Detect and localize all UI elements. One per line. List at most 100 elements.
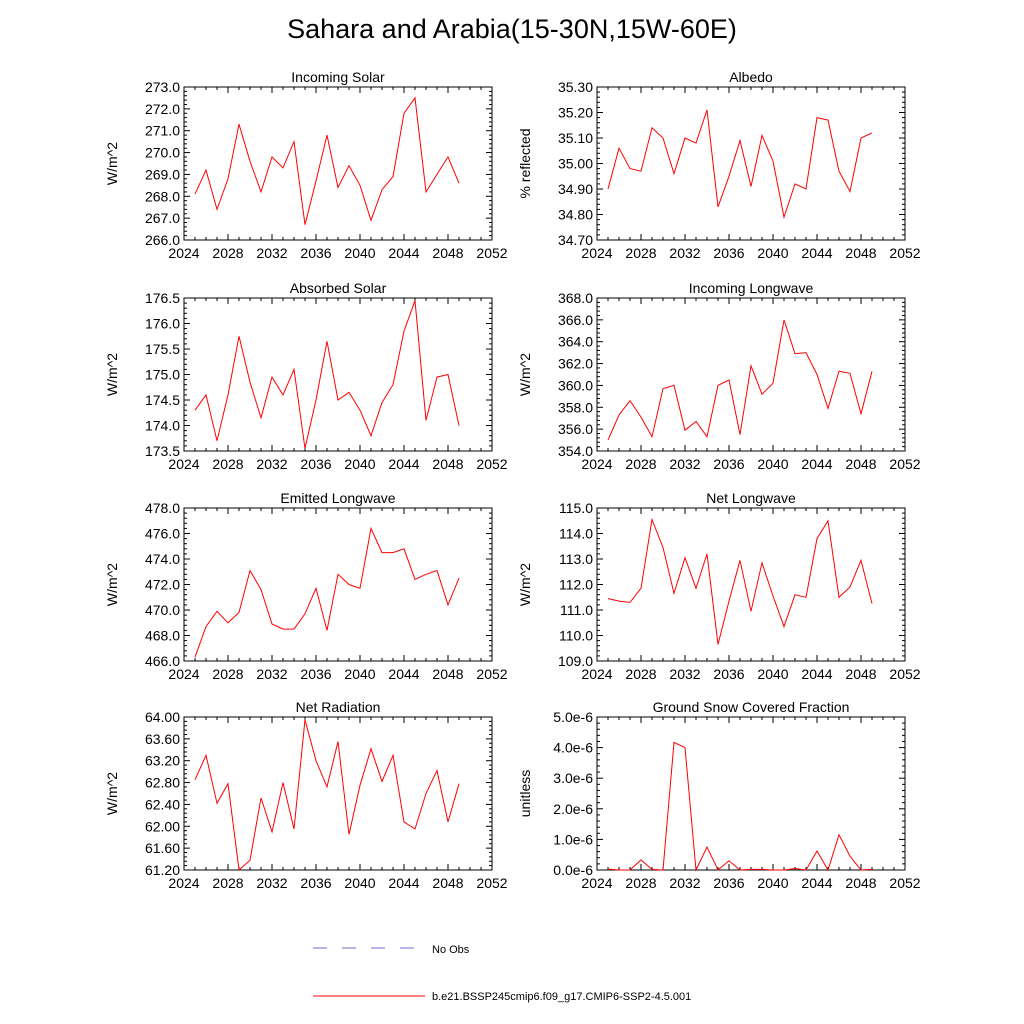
- chart-title: Net Longwave: [706, 490, 796, 506]
- y-tick-label: 360.0: [558, 377, 593, 393]
- x-tick-label: 2052: [889, 456, 920, 472]
- y-axis-label: unitless: [517, 770, 533, 817]
- chart-panel-incoming-solar: Incoming Solar W/m^2 2024 2028 2032 2036 2040 2…: [104, 69, 508, 261]
- x-tick-label: 2032: [669, 245, 700, 261]
- series-line-incoming-solar: [194, 96, 460, 225]
- x-tick-label: 2036: [713, 456, 744, 472]
- x-tick-label: 2048: [845, 245, 876, 261]
- chart-panel-net-longwave: Net Longwave W/m^2 2024 2028 2032 2036 2040 204…: [517, 490, 921, 682]
- y-axis-label: W/m^2: [104, 353, 120, 396]
- x-tick-label: 2040: [344, 456, 375, 472]
- y-tick-label: 175.0: [145, 367, 180, 383]
- series-line-net-radiation: [194, 719, 460, 872]
- plot-frame: [183, 86, 493, 241]
- x-tick-label: 2036: [300, 875, 331, 891]
- plot-frame: [183, 716, 493, 871]
- y-tick-label: 4.0e-6: [553, 740, 593, 756]
- x-tick-label: 2024: [168, 456, 199, 472]
- x-tick-label: 2028: [212, 875, 243, 891]
- y-tick-label: 115.0: [559, 500, 593, 516]
- y-tick-label: 174.0: [145, 418, 180, 434]
- y-tick-label: 35.20: [558, 105, 593, 121]
- y-tick-label: 35.30: [558, 79, 593, 95]
- series-line-incoming-longwave: [607, 319, 873, 441]
- y-tick-label: 364.0: [558, 334, 593, 350]
- x-tick-label: 2040: [757, 245, 788, 261]
- y-tick-label: 354.0: [558, 443, 593, 459]
- y-tick-label: 468.0: [145, 628, 180, 644]
- y-tick-label: 270.0: [145, 145, 180, 161]
- x-tick-label: 2024: [168, 245, 199, 261]
- y-tick-label: 271.0: [145, 123, 180, 139]
- chart-title: Emitted Longwave: [280, 490, 395, 506]
- x-tick-label: 2048: [845, 666, 876, 682]
- x-tick-label: 2028: [212, 666, 243, 682]
- x-tick-label: 2032: [256, 245, 287, 261]
- chart-panel-net-radiation: Net Radiation W/m^2 2024 2028 2032 2036 2040 20…: [104, 699, 508, 891]
- x-tick-label: 2032: [669, 875, 700, 891]
- y-tick-label: 62.40: [145, 796, 180, 812]
- x-tick-label: 2036: [300, 666, 331, 682]
- y-tick-label: 368.0: [558, 290, 593, 306]
- series-line-albedo: [607, 109, 873, 220]
- x-tick-label: 2044: [388, 666, 419, 682]
- chart-panel-emitted-longwave: Emitted Longwave W/m^2 2024 2028 2032 2036 204…: [104, 490, 508, 682]
- x-tick-label: 2032: [256, 456, 287, 472]
- x-tick-label: 2036: [713, 875, 744, 891]
- y-tick-label: 35.10: [558, 130, 593, 146]
- y-tick-label: 1.0e-6: [553, 831, 593, 847]
- series-line-ground-snow-covered-fraction: [607, 741, 873, 872]
- x-tick-label: 2032: [669, 456, 700, 472]
- y-tick-label: 476.0: [145, 526, 180, 542]
- y-tick-label: 0.0e-6: [553, 862, 593, 878]
- y-tick-label: 111.0: [560, 602, 593, 618]
- x-tick-label: 2044: [388, 245, 419, 261]
- y-tick-label: 470.0: [145, 602, 180, 618]
- x-tick-label: 2044: [801, 875, 832, 891]
- x-tick-label: 2024: [581, 245, 612, 261]
- chart-title: Net Radiation: [296, 699, 381, 715]
- x-tick-label: 2044: [801, 666, 832, 682]
- y-axis-label: W/m^2: [104, 142, 120, 185]
- x-tick-label: 2036: [713, 245, 744, 261]
- x-tick-label: 2036: [713, 666, 744, 682]
- chart-title: Incoming Solar: [291, 69, 385, 85]
- y-axis-label: W/m^2: [104, 563, 120, 606]
- y-tick-label: 64.00: [145, 709, 180, 725]
- y-axis-label: W/m^2: [517, 563, 533, 606]
- chart-title: Incoming Longwave: [689, 280, 814, 296]
- y-tick-label: 356.0: [558, 421, 593, 437]
- y-axis-label: % reflected: [517, 128, 533, 198]
- x-tick-label: 2028: [625, 666, 656, 682]
- y-tick-label: 478.0: [145, 500, 180, 516]
- y-axis-label: W/m^2: [517, 353, 533, 396]
- series-line-net-longwave: [607, 517, 873, 645]
- y-tick-label: 110.0: [559, 628, 593, 644]
- x-tick-label: 2024: [581, 456, 612, 472]
- y-tick-label: 174.5: [145, 392, 180, 408]
- x-tick-label: 2036: [300, 456, 331, 472]
- y-tick-label: 358.0: [558, 399, 593, 415]
- x-tick-label: 2028: [212, 456, 243, 472]
- page-title: Sahara and Arabia(15-30N,15W-60E): [287, 14, 737, 44]
- y-tick-label: 466.0: [145, 653, 180, 669]
- chart-title: Ground Snow Covered Fraction: [653, 699, 850, 715]
- y-axis-label: W/m^2: [104, 772, 120, 815]
- x-tick-label: 2044: [388, 456, 419, 472]
- y-tick-label: 61.60: [145, 840, 180, 856]
- x-tick-label: 2024: [581, 875, 612, 891]
- x-tick-label: 2028: [625, 875, 656, 891]
- y-tick-label: 63.20: [145, 753, 180, 769]
- y-tick-label: 113.0: [559, 551, 593, 567]
- x-tick-label: 2040: [757, 456, 788, 472]
- y-tick-label: 114.0: [559, 526, 593, 542]
- y-tick-label: 173.5: [145, 443, 180, 459]
- y-tick-label: 175.5: [145, 341, 180, 357]
- x-tick-label: 2024: [581, 666, 612, 682]
- plot-frame: [183, 297, 493, 452]
- x-tick-label: 2040: [344, 875, 375, 891]
- y-tick-label: 61.20: [145, 862, 180, 878]
- x-tick-label: 2040: [344, 245, 375, 261]
- x-tick-label: 2052: [476, 245, 507, 261]
